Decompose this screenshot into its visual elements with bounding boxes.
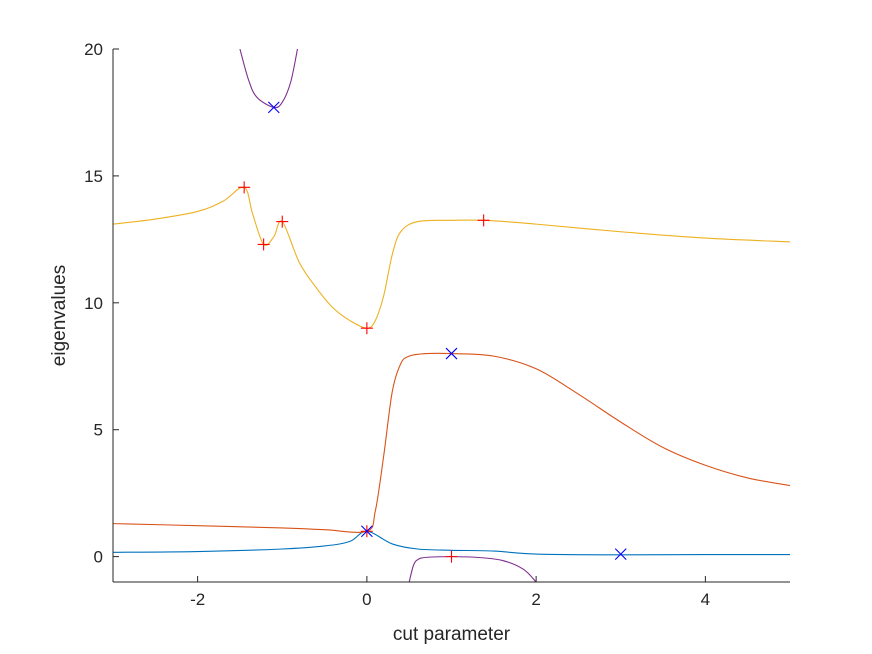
x-tick-label: 0 xyxy=(362,590,371,609)
plus-marker-3 xyxy=(360,322,373,335)
y-tick-label: 15 xyxy=(84,167,103,186)
series-line-1 xyxy=(113,352,790,533)
series-layer xyxy=(113,49,790,582)
plus-marker-6 xyxy=(445,550,458,563)
cross-marker-0 xyxy=(267,101,280,114)
plus-marker-4 xyxy=(477,214,490,227)
series-line-4 xyxy=(408,556,537,582)
y-tick-label: 0 xyxy=(94,548,103,567)
y-tick-label: 20 xyxy=(84,40,103,59)
y-axis-label: eigenvalues xyxy=(49,265,70,366)
y-tick-label: 5 xyxy=(94,421,103,440)
marker-layer xyxy=(238,101,627,563)
axis-layer: -2 0 2 4 0 5 10 15 20 xyxy=(84,40,790,609)
x-tick-label: 4 xyxy=(701,590,710,609)
cross-marker-2 xyxy=(360,525,373,538)
x-tick-label: 2 xyxy=(531,590,540,609)
series-line-2 xyxy=(113,186,790,329)
y-tick-label: 10 xyxy=(84,294,103,313)
cross-marker-3 xyxy=(614,548,627,560)
cross-marker-1 xyxy=(445,347,458,360)
plus-marker-1 xyxy=(257,238,270,251)
series-line-3 xyxy=(239,49,299,109)
x-axis-label: cut parameter xyxy=(393,624,511,645)
plus-marker-0 xyxy=(238,181,251,194)
plus-marker-2 xyxy=(276,215,289,228)
x-tick-label: -2 xyxy=(190,590,205,609)
